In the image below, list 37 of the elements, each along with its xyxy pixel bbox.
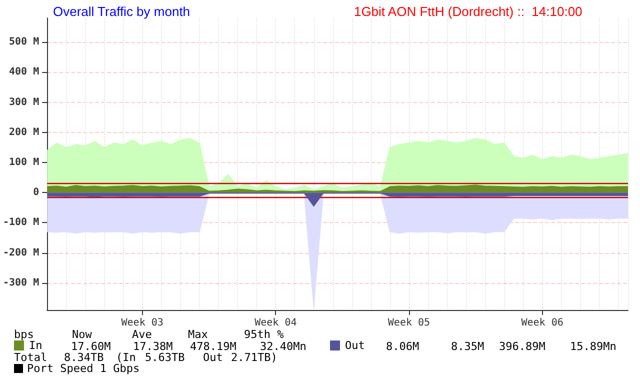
text: 15.89Mn	[570, 340, 616, 353]
y-tick-label: 100 M	[9, 156, 40, 168]
y-tick-label: 500 M	[9, 36, 40, 48]
y-tick-label: -100 M	[3, 217, 40, 228]
x-tick-label: Week 05	[388, 318, 430, 328]
text: 8.34TB	[64, 351, 104, 364]
y-tick-label: -200 M	[3, 247, 40, 258]
text: 95th %	[244, 328, 284, 341]
x-tick-label: Week 03	[121, 318, 164, 328]
text: bps	[14, 328, 34, 341]
y-tick-label: -300 M	[3, 277, 40, 288]
text: 8.35M	[451, 340, 484, 353]
text: Max	[188, 328, 208, 341]
text: 2.71TB)	[231, 351, 278, 364]
text: 17.60M	[71, 340, 112, 353]
x-tick-label: Week 06	[521, 318, 564, 328]
y-tick-label: 300 M	[9, 96, 40, 108]
chart-subtitle: 1Gbit AON FttH (Dordrecht) :: 14:10:00	[354, 4, 582, 19]
legend-label: Out	[345, 339, 365, 352]
text: 5.63TB	[145, 351, 186, 364]
y-tick-label: 200 M	[9, 126, 40, 138]
text: (In	[116, 351, 136, 364]
text: 478.19M	[190, 340, 237, 353]
y-tick-label: 400 M	[9, 66, 40, 78]
legend-label: In	[29, 339, 42, 352]
text: 396.89M	[499, 340, 546, 353]
text: Total	[14, 351, 48, 364]
text: 17.38M	[133, 340, 174, 353]
text: Port Speed 1 Gbps	[27, 362, 140, 375]
text: 32.40Mn	[260, 340, 306, 353]
text: Now	[72, 328, 92, 341]
text: 8.06M	[386, 340, 420, 353]
chart-title: Overall Traffic by month	[53, 4, 190, 19]
y-tick-label: 0	[33, 187, 40, 198]
text: Out	[203, 351, 223, 364]
text: Ave	[132, 328, 152, 341]
x-tick-label: Week 04	[254, 318, 297, 328]
